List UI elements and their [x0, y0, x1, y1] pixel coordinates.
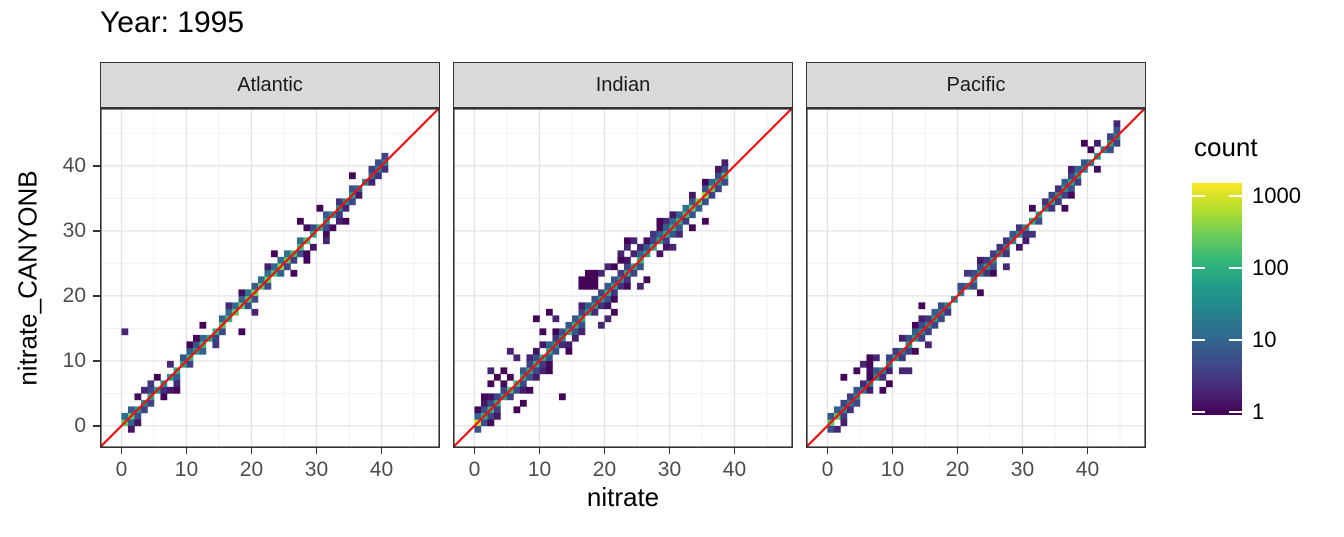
x-tick-mark — [891, 448, 894, 454]
x-tick-label: 0 — [821, 458, 834, 481]
x-tick-label: 30 — [1010, 458, 1035, 481]
y-tick-label: 40 — [62, 153, 86, 177]
y-axis-title: nitrate_CANYONB — [12, 170, 43, 386]
legend-tick-mark — [1229, 339, 1242, 342]
legend-tick-mark — [1192, 339, 1205, 342]
x-tick-label: 40 — [1075, 458, 1100, 481]
facet-strip-indian: Indian — [453, 62, 793, 108]
identity-line — [100, 108, 440, 448]
facet-strip-label: Atlantic — [237, 73, 303, 96]
x-tick-label: 40 — [369, 458, 394, 481]
y-tick-mark — [93, 230, 100, 232]
x-tick-mark — [668, 448, 671, 454]
facet-panel-pacific — [806, 108, 1146, 448]
y-tick-label: 10 — [62, 348, 86, 372]
x-tick-mark — [315, 448, 318, 454]
x-tick-mark — [473, 448, 476, 454]
x-tick-label: 0 — [468, 458, 481, 481]
x-tick-mark — [603, 448, 606, 454]
y-tick-mark — [93, 360, 100, 362]
identity-line — [453, 108, 793, 448]
legend-tick-mark — [1229, 194, 1242, 197]
facet-panel-atlantic — [100, 108, 440, 448]
x-tick-label: 0 — [115, 458, 128, 481]
bin2d-layer — [474, 159, 729, 433]
x-tick-mark — [185, 448, 188, 454]
legend-tick-mark — [1192, 267, 1205, 270]
x-tick-mark — [1086, 448, 1089, 454]
x-tick-mark — [826, 448, 829, 454]
legend-tick-mark — [1192, 411, 1205, 414]
x-tick-label: 30 — [304, 458, 329, 481]
x-tick-label: 10 — [880, 458, 905, 481]
legend-tick-label: 10 — [1252, 327, 1277, 353]
x-tick-mark — [733, 448, 736, 454]
y-tick-mark — [93, 165, 100, 167]
x-tick-mark — [1021, 448, 1024, 454]
y-tick-mark — [93, 425, 100, 427]
y-tick-label: 30 — [62, 218, 86, 242]
x-axis-title: nitrate — [586, 482, 660, 512]
x-tick-label: 20 — [239, 458, 264, 481]
facet-strip-label: Pacific — [946, 73, 1006, 96]
legend-colorbar — [1192, 183, 1242, 415]
plot-title: Year: 1995 — [100, 6, 245, 39]
facet-strip-atlantic: Atlantic — [100, 62, 440, 108]
x-tick-label: 30 — [657, 458, 682, 481]
facet-strip-pacific: Pacific — [806, 62, 1146, 108]
legend-tick-mark — [1192, 194, 1205, 197]
x-tick-mark — [120, 448, 123, 454]
x-tick-label: 20 — [945, 458, 970, 481]
y-tick-label: 20 — [62, 283, 86, 307]
y-tick-mark — [93, 295, 100, 297]
facet-strip-label: Indian — [595, 73, 651, 96]
facet-panel-indian — [453, 108, 793, 448]
identity-line — [806, 108, 1146, 448]
legend-tick-label: 100 — [1252, 255, 1289, 281]
legend-tick-mark — [1229, 411, 1242, 414]
legend-tick-label: 1000 — [1252, 182, 1301, 208]
legend-title: count — [1194, 132, 1258, 162]
x-tick-mark — [380, 448, 383, 454]
x-tick-mark — [538, 448, 541, 454]
y-tick-label: 0 — [74, 413, 86, 437]
x-tick-label: 10 — [174, 458, 199, 481]
x-tick-label: 20 — [592, 458, 617, 481]
x-tick-label: 10 — [527, 458, 552, 481]
x-tick-mark — [250, 448, 253, 454]
legend-tick-mark — [1229, 267, 1242, 270]
x-tick-mark — [956, 448, 959, 454]
x-tick-label: 40 — [722, 458, 747, 481]
legend-tick-label: 1 — [1252, 399, 1265, 425]
